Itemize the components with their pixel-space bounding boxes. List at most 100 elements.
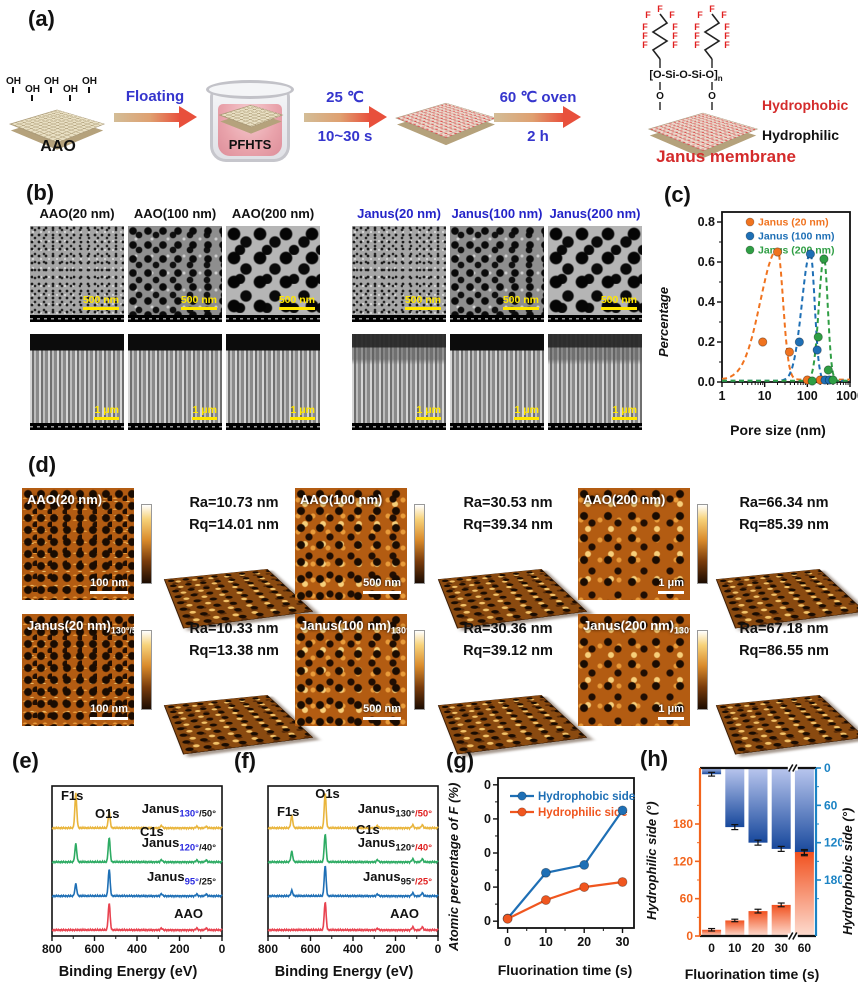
step2-temp: 25 ℃ [302,88,388,106]
ra-value: Ra=10.73 nm [158,492,310,514]
scale-text: 500 nm [363,577,401,589]
svg-text:O1s: O1s [315,786,340,801]
oh-bond [88,87,90,93]
sem-xsection-janus20: 1 μm [352,334,446,430]
scale-line [658,591,684,594]
svg-text:O: O [656,91,664,102]
scale-bar: 500 nm [83,295,119,311]
svg-text:Janus120°/40°: Janus120°/40° [358,835,432,854]
pfhts-label: PFHTS [206,137,294,152]
afm-label-text: Janus(20 nm) [27,618,111,633]
aao-label: AAO [18,138,98,156]
panel-a-label: (a) [28,6,55,32]
svg-text:F: F [645,10,651,20]
svg-text:F: F [672,40,678,50]
oh-group-label: OH [6,76,21,87]
scale-text: 1 μm [612,404,637,416]
figure: (a) OH OH OH OH OH AAO Floating PFHTS 25… [0,0,858,995]
svg-text:F: F [642,40,648,50]
rq-value: Rq=85.39 nm [710,514,858,536]
svg-text:Janus130°/50°: Janus130°/50° [142,801,216,820]
scale-line [612,417,637,420]
step2-time: 10~30 s [302,128,388,145]
roughness-values: Ra=10.33 nm Rq=13.38 nm [158,618,310,663]
sem-xsection-aao200: 1 μm [226,334,320,430]
sem-metadata-strip [352,423,446,430]
afm-label-text: Janus(100 nm) [300,618,391,633]
oh-group-label: OH [82,76,97,87]
scale-line [192,417,217,420]
hydrophilic-side-ylabel: Hydrophilic side (°) [644,776,659,946]
beaker: PFHTS [206,80,294,162]
afm-3d-surface [436,548,581,606]
scale-bar: 1 μm [290,405,315,421]
svg-text:0.4: 0.4 [698,295,715,309]
scale-text: 500 nm [181,294,217,306]
svg-text:30: 30 [775,941,789,955]
afm-colorbar [141,504,152,584]
pore-size-chart: 1 10 100 1000 0.0 0.2 0.4 0.6 0.8 Janus (20 nm) Ja… [682,202,858,420]
afm-label-text: AAO(200 nm) [583,492,665,507]
sem-metadata-strip [226,423,320,430]
svg-text:Hydrophobic side: Hydrophobic side [538,791,635,803]
sem-metadata-strip [128,423,222,430]
svg-text:40: 40 [484,778,491,792]
svg-text:0: 0 [708,941,715,955]
svg-text:F: F [669,10,675,20]
sem-column-header: Janus(20 nm) [352,206,446,221]
scale-line [514,417,539,420]
scale-bar: 1 μm [416,405,441,421]
svg-text:F: F [709,4,715,14]
scale-line [416,417,441,420]
xps-chart-hydrophobic: 800 600 400 200 0 Janus130°/50° Janus120°/40° J… [28,778,232,962]
fluorinated-membrane-graphic [395,103,497,139]
sem-column-header: Janus(200 nm) [548,206,642,221]
svg-text:60: 60 [798,941,812,955]
afm-label: Janus(100 nm)130°/50° [300,618,407,636]
afm-colorbar [697,504,708,584]
afm-label-text: AAO(100 nm) [300,492,382,507]
afm-image-janus200: Janus(200 nm)130°/50° 1 μm [578,614,690,726]
afm-3d-surface [162,674,307,732]
afm-label-sub: 130°/50° [674,626,690,636]
svg-text:Janus (100 nm): Janus (100 nm) [758,231,834,243]
svg-text:0.0: 0.0 [698,375,715,389]
scale-text: 1 μm [658,577,684,589]
svg-text:0.2: 0.2 [698,335,715,349]
afm-colorbar [697,630,708,710]
scale-bar: 500 nm [503,295,539,311]
scale-line [94,417,119,420]
svg-text:800: 800 [42,942,62,956]
svg-text:C1s: C1s [356,822,380,837]
step3-temp: 60 ℃ oven [486,88,590,106]
scale-bar: 500 nm [181,295,217,311]
scale-line [363,591,401,594]
rq-value: Rq=14.01 nm [158,514,310,536]
svg-text:0: 0 [686,929,693,943]
rq-value: Rq=39.34 nm [432,514,584,536]
fluorinated-membrane [396,96,492,138]
svg-text:F1s: F1s [61,788,83,803]
svg-text:Janus95°/25°: Janus95°/25° [147,869,216,888]
scale-text: 500 nm [405,294,441,306]
sem-topview-janus100: 500 nm [450,226,544,322]
panel-g-label: (g) [446,748,474,774]
svg-text:200: 200 [169,942,189,956]
afm-scale-bar: 100 nm [90,704,128,720]
svg-text:60: 60 [824,798,838,812]
sem-metadata-strip [226,315,320,322]
roughness-values: Ra=67.18 nm Rq=86.55 nm [710,618,858,663]
ra-value: Ra=67.18 nm [710,618,858,640]
panel-h-label: (h) [640,746,668,772]
janus-membrane-graphic [648,108,758,150]
sem-xsection-janus100: 1 μm [450,334,544,430]
scale-line [279,307,315,310]
step1-label: Floating [112,88,198,105]
svg-text:200: 200 [385,942,405,956]
scale-bar: 1 μm [192,405,217,421]
svg-text:0: 0 [504,935,511,949]
scale-line [405,307,441,310]
scale-text: 500 nm [601,294,637,306]
scale-line [90,591,128,594]
pore-chart-xlabel: Pore size (nm) [698,422,858,438]
